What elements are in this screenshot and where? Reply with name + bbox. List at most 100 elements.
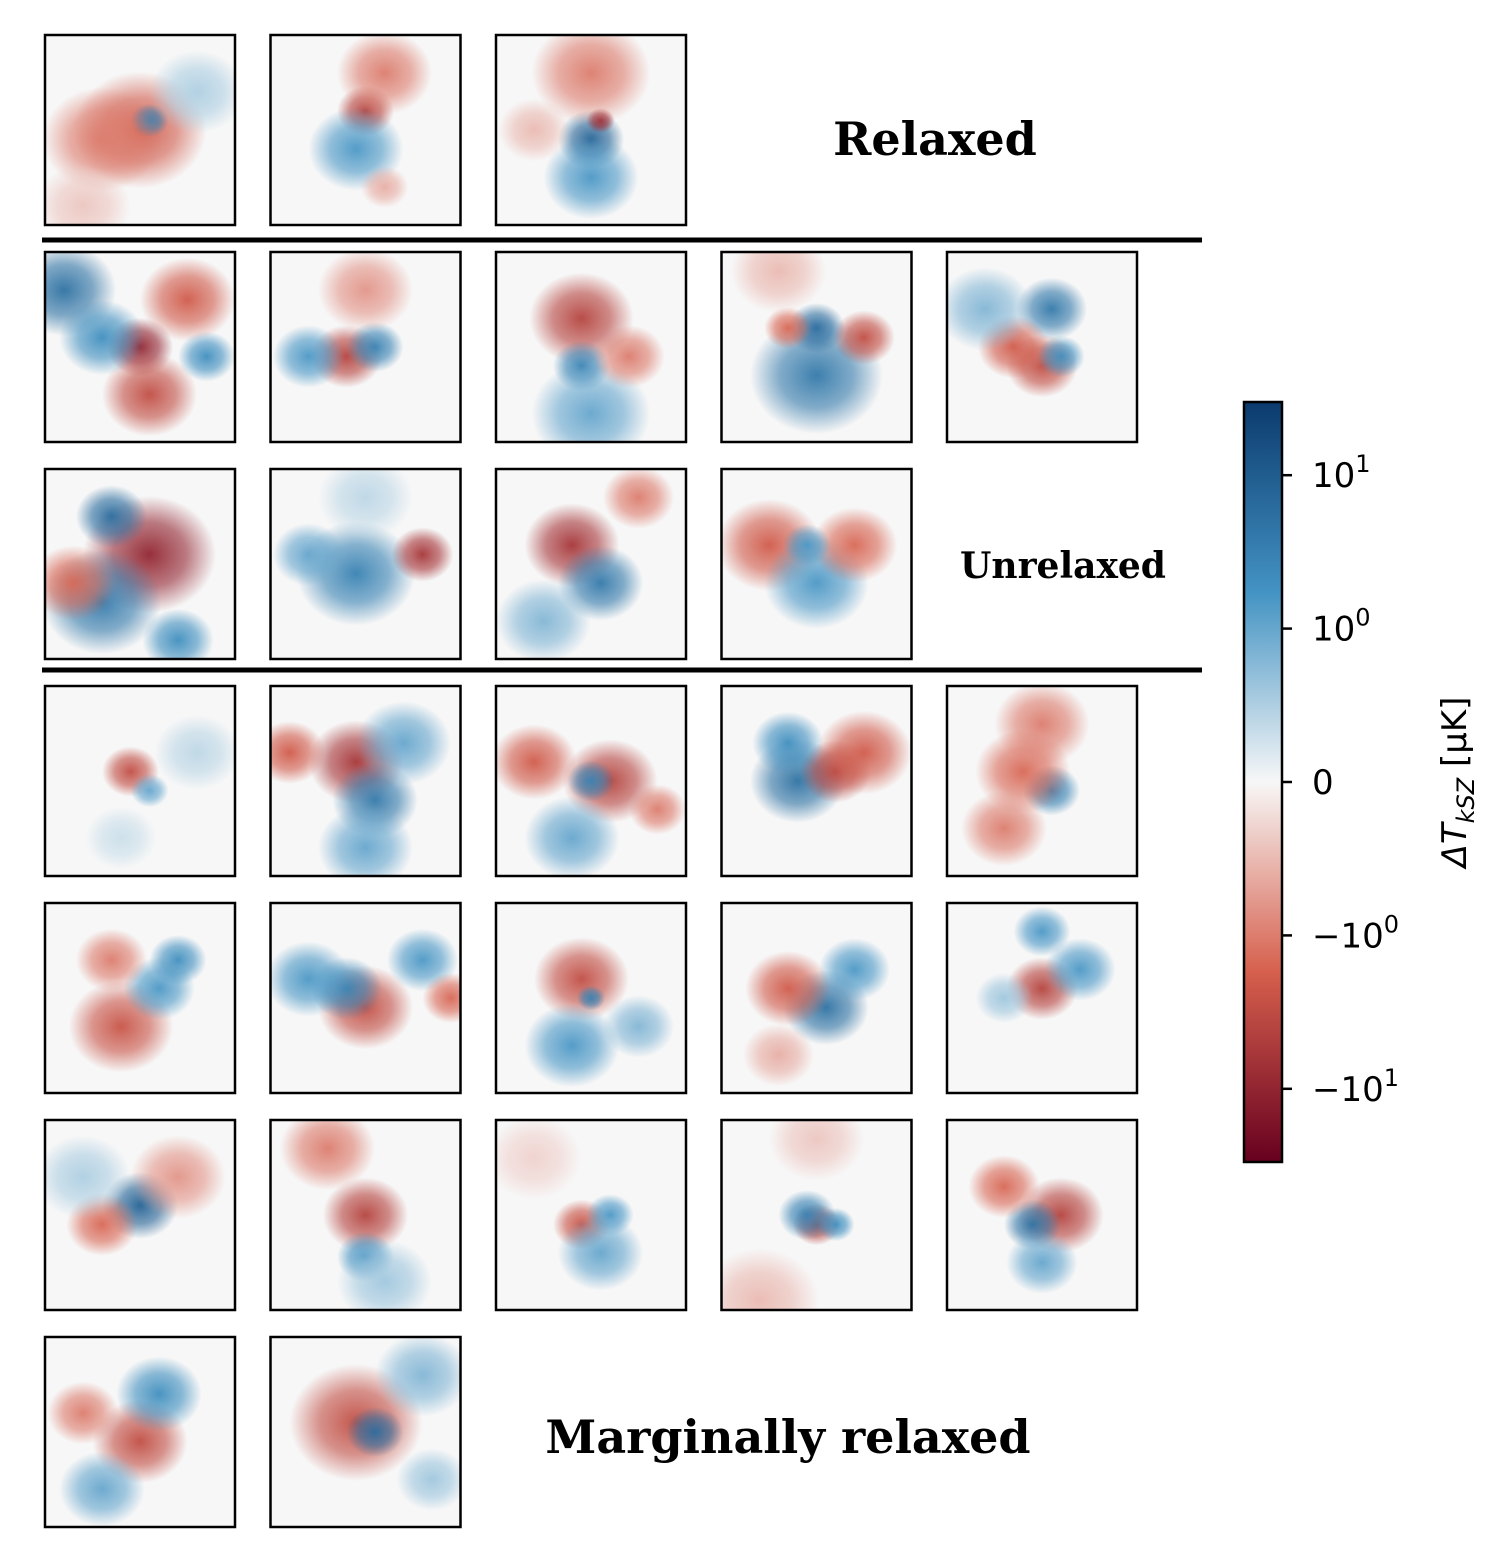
panel-frame	[945, 1118, 1139, 1312]
panel-frame	[494, 250, 688, 444]
signal-blob	[391, 527, 454, 582]
kSZ-map-panel	[270, 686, 461, 876]
colorbar-gradient	[1242, 400, 1284, 1164]
signal-blob	[576, 985, 606, 1011]
signal-blob	[534, 937, 629, 1021]
kSZ-map-panel	[721, 686, 912, 876]
signal-blob	[975, 972, 1033, 1024]
colorbar-tick-label: 0	[1312, 763, 1334, 803]
kSZ-map-panel	[721, 1120, 912, 1310]
panel-frame	[269, 684, 462, 878]
kSZ-map-panel	[496, 903, 686, 1093]
signal-blob	[496, 579, 591, 659]
panel-frame	[269, 1118, 462, 1312]
panel-frame	[43, 1335, 237, 1529]
kSZ-map-panel	[45, 903, 235, 1093]
signal-blob	[1037, 335, 1085, 378]
panel-grid	[43, 33, 1139, 1529]
panel-frame	[720, 250, 913, 444]
signal-blob	[337, 35, 432, 115]
kSZ-map-panel	[947, 686, 1137, 876]
kSZ-map-panel	[496, 469, 686, 659]
panel-frame	[720, 467, 913, 661]
signal-blob	[629, 784, 686, 835]
signal-blob	[818, 938, 891, 1001]
signal-blob	[396, 1448, 461, 1511]
signal-blob	[833, 310, 895, 365]
panel-frame	[494, 1118, 688, 1312]
kSZ-map-panel	[45, 1120, 235, 1310]
kSZ-map-panel	[45, 1337, 235, 1527]
signal-blob	[318, 252, 413, 332]
signal-blob	[45, 1135, 131, 1219]
kSZ-map-panel	[45, 35, 235, 225]
signal-blob	[272, 325, 345, 388]
group-labels: Relaxed Unrelaxed Marginally relaxed	[545, 112, 1166, 1464]
kSZ-map-panel	[947, 1120, 1137, 1310]
panel-frame	[720, 684, 913, 878]
signal-blob	[75, 485, 148, 548]
signal-blob	[1044, 938, 1116, 1001]
signal-blob	[337, 1239, 432, 1310]
signal-blob	[318, 805, 413, 876]
signal-blob	[745, 950, 831, 1027]
signal-blob	[531, 35, 651, 126]
kSZ-map-panel	[496, 686, 686, 876]
signal-blob	[280, 1120, 375, 1191]
signal-blob	[524, 1003, 620, 1088]
panel-frame	[269, 1335, 462, 1529]
signal-blob	[140, 257, 235, 342]
kSZ-map-panel	[270, 252, 461, 442]
panel-frame	[269, 33, 462, 227]
signal-blob	[116, 1356, 202, 1432]
signal-blob	[346, 321, 404, 373]
signal-blob	[752, 711, 824, 775]
signal-blob	[764, 307, 812, 349]
signal-blob	[375, 1337, 461, 1417]
panel-frame	[945, 684, 1139, 878]
signal-blob	[783, 524, 831, 566]
signal-blob	[270, 721, 326, 784]
signal-blob	[102, 352, 197, 437]
signal-blob	[360, 166, 409, 208]
signal-blob	[130, 773, 169, 808]
signal-blob	[543, 135, 639, 220]
panel-frame	[494, 901, 688, 1095]
kSZ-map-panel	[45, 686, 235, 876]
signal-blob	[85, 806, 157, 870]
signal-blob	[731, 252, 826, 313]
panel-frame	[43, 467, 237, 661]
signal-blob	[75, 928, 148, 992]
panel-frame	[43, 684, 237, 878]
colorbar-tick-label: −101	[1312, 1064, 1399, 1110]
colorbar-tick-label: 101	[1312, 450, 1371, 496]
signal-blob	[59, 1451, 145, 1527]
group-label: Marginally relaxed	[545, 1410, 1030, 1464]
signal-blob	[149, 50, 235, 134]
signal-blob	[498, 98, 570, 162]
panel-frame	[43, 901, 237, 1095]
kSZ-map-panel	[947, 252, 1137, 442]
panel-frame	[494, 33, 688, 227]
signal-blob	[496, 1120, 582, 1200]
panel-frame	[720, 1118, 913, 1312]
signal-blob	[567, 760, 615, 802]
kSZ-map-panel	[721, 903, 912, 1093]
group-label: Relaxed	[833, 112, 1037, 166]
signal-blob	[816, 1207, 855, 1242]
panel-frame	[269, 467, 462, 661]
kSZ-map-panel	[270, 903, 461, 1093]
signal-blob	[59, 299, 145, 376]
colorbar-tick-label: −100	[1312, 910, 1399, 956]
panel-frame	[945, 250, 1139, 444]
signal-blob	[524, 796, 620, 876]
signal-blob	[602, 469, 675, 529]
kSZ-map-panel	[721, 252, 912, 442]
panel-frame	[720, 901, 913, 1095]
signal-blob	[318, 469, 413, 540]
signal-blob	[557, 1215, 644, 1291]
kSZ-map-panel	[496, 252, 686, 442]
panel-frame	[945, 901, 1139, 1095]
signal-blob	[811, 507, 898, 583]
